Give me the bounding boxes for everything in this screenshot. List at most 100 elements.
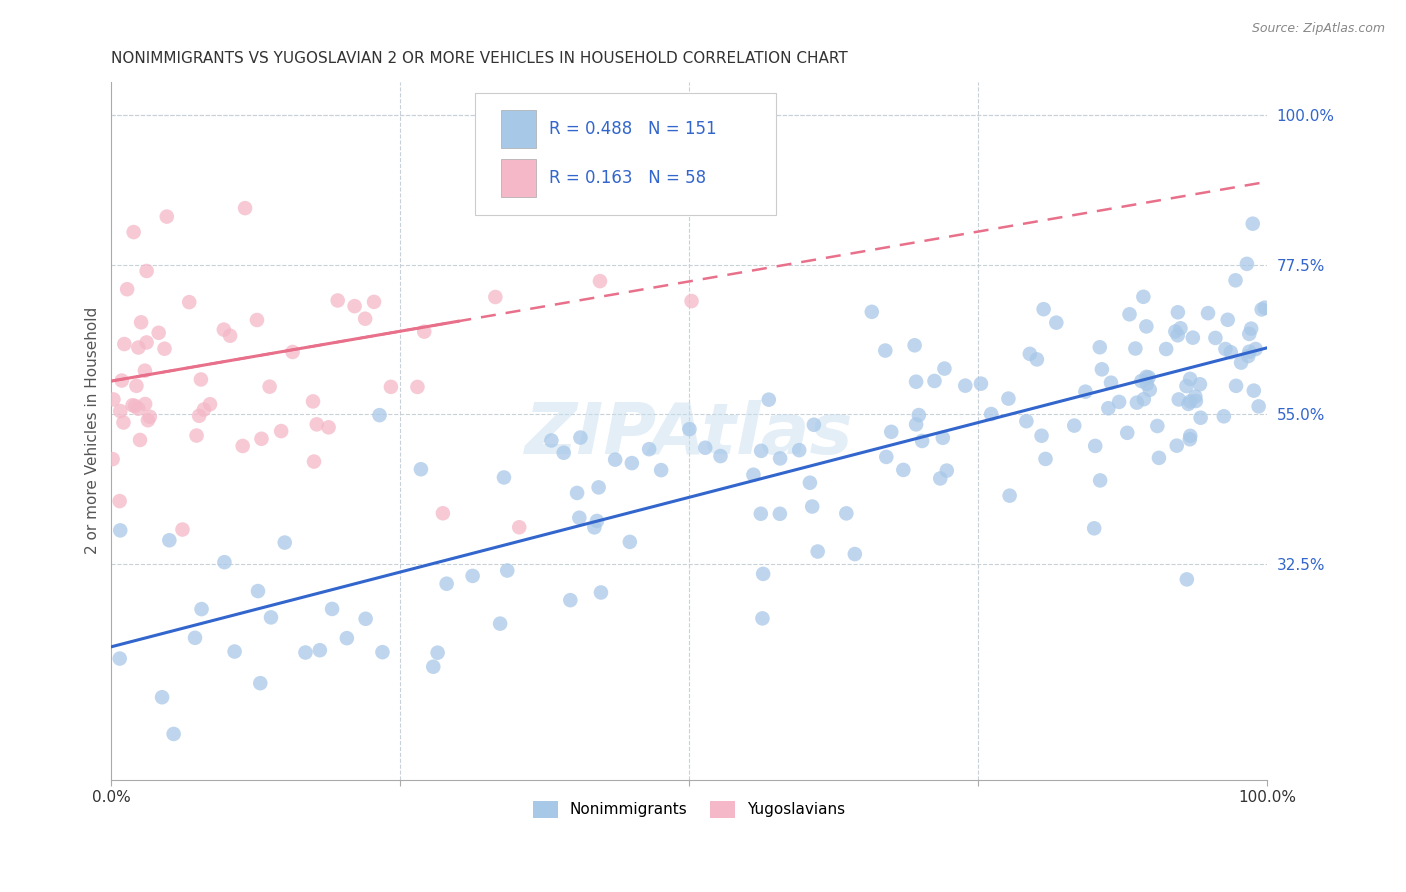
Point bbox=[1074, 384, 1097, 399]
Point bbox=[426, 646, 449, 660]
Point bbox=[749, 443, 772, 458]
Point bbox=[1243, 384, 1265, 398]
Point bbox=[436, 576, 458, 591]
Point bbox=[905, 417, 928, 432]
Point bbox=[1084, 439, 1107, 453]
Point bbox=[129, 315, 152, 329]
Point bbox=[787, 443, 810, 458]
Point bbox=[122, 225, 145, 239]
Point bbox=[742, 467, 765, 482]
Point bbox=[650, 463, 672, 477]
Point bbox=[1188, 377, 1211, 392]
Point bbox=[1091, 362, 1114, 376]
Point bbox=[1197, 306, 1219, 320]
Point bbox=[1250, 302, 1272, 317]
Point bbox=[723, 192, 745, 206]
Point bbox=[135, 335, 157, 350]
Point bbox=[1031, 428, 1053, 442]
Point bbox=[769, 451, 792, 466]
Point bbox=[1088, 474, 1111, 488]
Point bbox=[212, 323, 235, 337]
Point bbox=[270, 424, 292, 438]
Point bbox=[695, 441, 717, 455]
Point bbox=[619, 535, 641, 549]
Point bbox=[1136, 376, 1159, 391]
Point bbox=[124, 399, 146, 413]
Point bbox=[112, 337, 135, 351]
Point bbox=[970, 376, 993, 391]
Point bbox=[127, 401, 149, 416]
Point bbox=[769, 507, 792, 521]
Point bbox=[318, 420, 340, 434]
Point bbox=[294, 646, 316, 660]
Point bbox=[835, 507, 858, 521]
Point bbox=[911, 434, 934, 448]
Point bbox=[461, 569, 484, 583]
Point bbox=[380, 380, 402, 394]
Point bbox=[565, 486, 588, 500]
Point bbox=[1045, 316, 1067, 330]
Text: ZIPAtlas: ZIPAtlas bbox=[524, 400, 853, 468]
Point bbox=[997, 392, 1019, 406]
Point bbox=[422, 659, 444, 673]
Point bbox=[588, 480, 610, 494]
Point bbox=[150, 690, 173, 705]
Point bbox=[709, 449, 731, 463]
Point bbox=[758, 392, 780, 407]
Point bbox=[232, 439, 254, 453]
Point bbox=[752, 566, 775, 581]
Point bbox=[110, 524, 132, 538]
Point bbox=[1166, 439, 1188, 453]
Point bbox=[1225, 273, 1247, 287]
Point bbox=[1032, 302, 1054, 317]
Point bbox=[929, 471, 952, 485]
Point bbox=[156, 210, 179, 224]
Point bbox=[1133, 392, 1156, 407]
Point bbox=[955, 378, 977, 392]
Point bbox=[1180, 394, 1202, 409]
Point bbox=[540, 434, 562, 448]
Point bbox=[1178, 372, 1201, 386]
Point bbox=[934, 361, 956, 376]
Point bbox=[336, 631, 359, 645]
Point bbox=[305, 417, 328, 432]
Point bbox=[219, 328, 242, 343]
Point bbox=[586, 514, 609, 528]
Point bbox=[880, 425, 903, 439]
Point bbox=[135, 264, 157, 278]
Point bbox=[1018, 347, 1040, 361]
Point bbox=[1241, 217, 1264, 231]
Point bbox=[134, 397, 156, 411]
Point bbox=[924, 374, 946, 388]
Point bbox=[1181, 331, 1204, 345]
Point bbox=[560, 593, 582, 607]
Point bbox=[935, 464, 957, 478]
Point bbox=[1236, 257, 1258, 271]
Point bbox=[343, 299, 366, 313]
Point bbox=[354, 612, 377, 626]
Point bbox=[1178, 432, 1201, 446]
Point bbox=[1118, 307, 1140, 321]
Point bbox=[1184, 389, 1206, 403]
Point bbox=[127, 341, 149, 355]
Point bbox=[198, 397, 221, 411]
Point bbox=[321, 602, 343, 616]
Point bbox=[638, 442, 661, 457]
Point bbox=[751, 611, 773, 625]
Point bbox=[891, 463, 914, 477]
Point bbox=[157, 533, 180, 548]
Point bbox=[129, 433, 152, 447]
Point bbox=[363, 294, 385, 309]
Point bbox=[904, 338, 927, 352]
Point bbox=[148, 326, 170, 340]
Point bbox=[678, 422, 700, 436]
Point bbox=[807, 544, 830, 558]
Point bbox=[1139, 383, 1161, 397]
Point bbox=[803, 417, 825, 432]
Point bbox=[249, 676, 271, 690]
Point bbox=[1137, 370, 1160, 384]
Point bbox=[1170, 321, 1192, 335]
Point bbox=[101, 452, 124, 467]
Point bbox=[1108, 395, 1130, 409]
Point bbox=[193, 402, 215, 417]
